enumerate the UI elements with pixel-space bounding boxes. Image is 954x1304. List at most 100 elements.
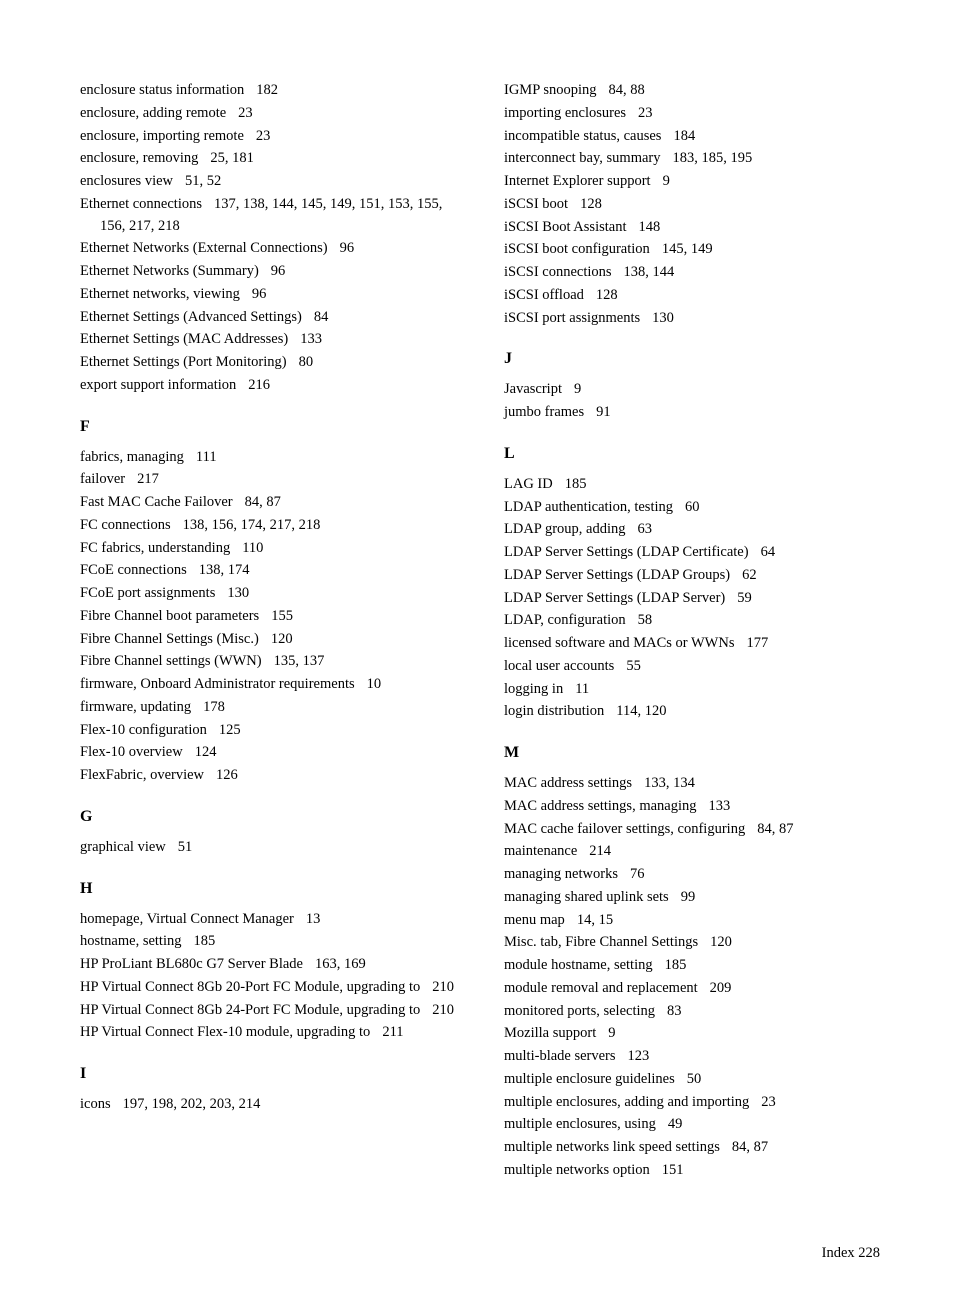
index-term: enclosure, importing remote [80, 128, 244, 144]
index-entry: jumbo frames91 [504, 402, 880, 424]
index-term: Ethernet Settings (MAC Addresses) [80, 331, 288, 347]
index-entry: Javascript9 [504, 379, 880, 401]
index-entry: iSCSI port assignments 130 [504, 308, 880, 330]
index-pages: 130 [652, 310, 674, 326]
index-entry: FC connections138, 156, 174, 217, 218 [80, 515, 456, 537]
index-pages: 55 [626, 658, 641, 674]
index-entry: failover217 [80, 469, 456, 491]
index-pages: 62 [742, 567, 757, 583]
section-letter-i: I [80, 1062, 456, 1086]
index-pages: 185 [194, 933, 216, 949]
index-term: IGMP snooping [504, 82, 597, 98]
index-term: LAG ID [504, 476, 553, 492]
index-pages: 51, 52 [185, 173, 221, 189]
index-entry: managing networks76 [504, 864, 880, 886]
index-entry: multiple networks option151 [504, 1160, 880, 1182]
index-entry: multi-blade servers123 [504, 1046, 880, 1068]
section-j: Javascript9jumbo frames91 [504, 379, 880, 424]
index-pages: 155 [271, 608, 293, 624]
index-pages: 9 [608, 1025, 615, 1041]
index-entry: multiple enclosures, using49 [504, 1114, 880, 1136]
index-pages: 84 [314, 309, 329, 325]
index-entry: LDAP Server Settings (LDAP Server)59 [504, 588, 880, 610]
index-pages: 184 [673, 128, 695, 144]
section-letter-g: G [80, 805, 456, 829]
index-pages: 99 [681, 889, 696, 905]
index-entry: Ethernet Settings (MAC Addresses) 133 [80, 329, 456, 351]
index-entry: Fibre Channel settings (WWN)135, 137 [80, 651, 456, 673]
index-pages: 210 [432, 1002, 454, 1018]
index-entry: Fast MAC Cache Failover84, 87 [80, 492, 456, 514]
index-term: Fibre Channel boot parameters [80, 608, 259, 624]
index-term: HP Virtual Connect Flex-10 module, upgra… [80, 1024, 370, 1040]
index-term: firmware, updating [80, 699, 191, 715]
index-entry: Ethernet Networks (Summary)96 [80, 261, 456, 283]
index-pages: 197, 198, 202, 203, 214 [123, 1096, 261, 1112]
index-entry: HP ProLiant BL680c G7 Server Blade163, 1… [80, 954, 456, 976]
index-pages: 84, 87 [245, 494, 281, 510]
index-term: export support information [80, 377, 236, 393]
index-entry: multiple enclosures, adding and importin… [504, 1092, 880, 1114]
index-pages: 209 [710, 980, 732, 996]
index-term: multiple enclosures, adding and importin… [504, 1094, 749, 1110]
index-entry: MAC address settings133, 134 [504, 773, 880, 795]
index-pages: 214 [589, 843, 611, 859]
index-pages: 83 [667, 1003, 682, 1019]
index-entry: Ethernet Settings (Port Monitoring)80 [80, 352, 456, 374]
index-term: iSCSI port assignments [504, 310, 640, 326]
index-entry: Mozilla support 9 [504, 1023, 880, 1045]
index-entry: graphical view51 [80, 837, 456, 859]
index-entry: importing enclosures23 [504, 103, 880, 125]
index-term: homepage, Virtual Connect Manager [80, 911, 294, 927]
index-term: HP ProLiant BL680c G7 Server Blade [80, 956, 303, 972]
index-term: licensed software and MACs or WWNs [504, 635, 734, 651]
index-entry: licensed software and MACs or WWNs177 [504, 633, 880, 655]
index-pages: 138, 144 [624, 264, 675, 280]
index-entry: FCoE port assignments130 [80, 583, 456, 605]
index-term: LDAP Server Settings (LDAP Groups) [504, 567, 730, 583]
index-term: Flex-10 configuration [80, 722, 207, 738]
index-entry: interconnect bay, summary183, 185, 195 [504, 148, 880, 170]
index-term: HP Virtual Connect 8Gb 20-Port FC Module… [80, 979, 420, 995]
index-pages: 133 [300, 331, 322, 347]
index-entry: maintenance214 [504, 841, 880, 863]
index-entry: iSCSI Boot Assistant148 [504, 217, 880, 239]
section-g: graphical view51 [80, 837, 456, 859]
index-pages: 80 [299, 354, 314, 370]
index-term: iSCSI Boot Assistant [504, 219, 626, 235]
index-entry: LDAP authentication, testing60 [504, 497, 880, 519]
index-entry: iSCSI offload128 [504, 285, 880, 307]
index-pages: 133 [709, 798, 731, 814]
index-term: multi-blade servers [504, 1048, 616, 1064]
index-entry: fabrics, managing111 [80, 447, 456, 469]
index-entry: Flex-10 overview124 [80, 742, 456, 764]
index-pages: 23 [256, 128, 271, 144]
index-term: LDAP group, adding [504, 521, 626, 537]
index-term: graphical view [80, 839, 166, 855]
index-entry: incompatible status, causes184 [504, 126, 880, 148]
index-entry: Fibre Channel boot parameters 155 [80, 606, 456, 628]
index-entry: enclosure status information182 [80, 80, 456, 102]
index-pages: 120 [710, 934, 732, 950]
index-entry: enclosure, importing remote 23 [80, 126, 456, 148]
index-pages: 23 [638, 105, 653, 121]
index-pages: 10 [367, 676, 382, 692]
index-term: Ethernet connections [80, 196, 202, 212]
section-f: fabrics, managing111failover217Fast MAC … [80, 447, 456, 787]
index-entry: LDAP, configuration58 [504, 610, 880, 632]
index-columns: enclosure status information182 enclosure… [80, 80, 880, 1183]
index-entry: Fibre Channel Settings (Misc.)120 [80, 629, 456, 651]
section-letter-m: M [504, 741, 880, 765]
index-entry: enclosure, removing25, 181 [80, 148, 456, 170]
section-i-continued: IGMP snooping84, 88importing enclosures2… [504, 80, 880, 329]
index-entry: module removal and replacement209 [504, 978, 880, 1000]
index-pages: 63 [638, 521, 653, 537]
index-pages: 128 [596, 287, 618, 303]
section-e-continued: enclosure status information182 enclosure… [80, 80, 456, 397]
index-term: Fibre Channel Settings (Misc.) [80, 631, 259, 647]
index-term: icons [80, 1096, 111, 1112]
index-term: Mozilla support [504, 1025, 596, 1041]
index-entry: enclosures view51, 52 [80, 171, 456, 193]
index-entry: Ethernet connections137, 138, 144, 145, … [80, 194, 456, 238]
index-entry: MAC cache failover settings, configuring… [504, 819, 880, 841]
